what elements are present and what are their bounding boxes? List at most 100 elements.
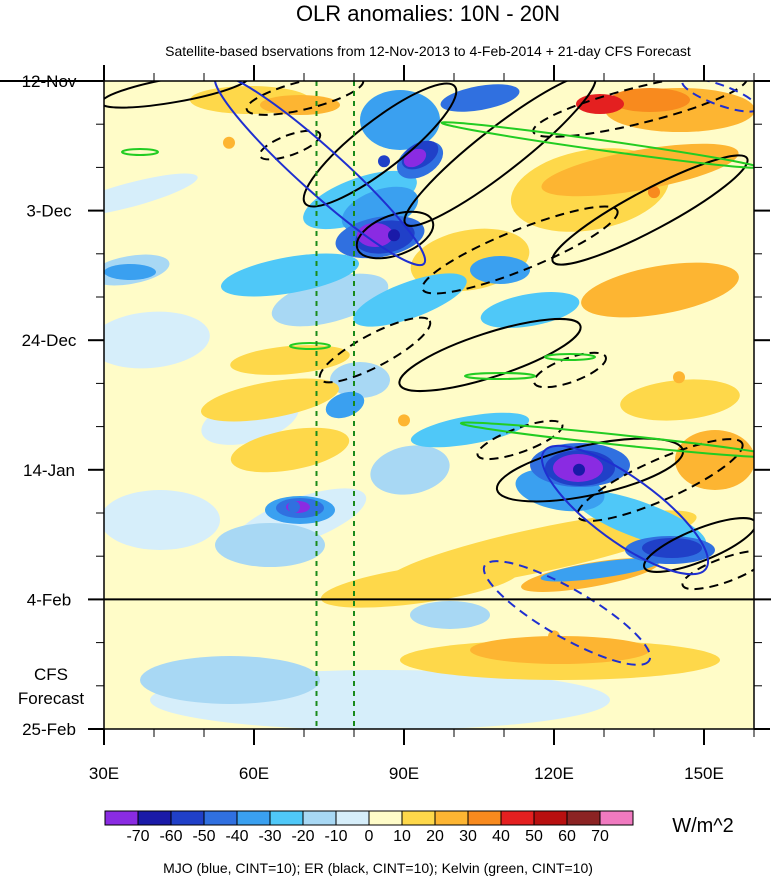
colorbar-label: 70 [591,828,609,845]
colorbar-label: 20 [426,828,444,845]
colorbar-label: 10 [393,828,411,845]
anomaly-core [673,544,685,557]
x-tick-label: 120E [534,764,574,783]
footer-legend: MJO (blue, CINT=10); ER (black, CINT=10)… [163,860,593,876]
colorbar-swatch [170,810,205,826]
x-tick-label: 30E [89,764,119,783]
colorbar-swatch [335,810,370,826]
mjo-contour [540,444,710,576]
anomaly-patch [271,273,389,327]
er-contour [104,81,250,109]
anomaly-patch [403,148,427,168]
anomaly-patch [620,379,740,421]
colorbar-unit: W/m^2 [672,815,734,837]
anomaly-core [388,229,400,242]
er-neg-contour [421,205,619,295]
colorbar-label: -60 [159,828,182,845]
plot-frame [103,80,755,730]
anomaly-core [223,136,235,149]
y-tick-label: 24-Dec [22,331,77,350]
colorbar-swatch [368,810,403,826]
kelvin-contour [544,353,596,361]
reference-lines [315,81,355,729]
er-contour [355,210,435,260]
anomaly-core [648,186,660,199]
anomaly-patch [370,445,450,495]
kelvin-contours [121,121,754,459]
y-tick-label: 14-Jan [23,461,75,480]
colorbar-label: -20 [291,828,314,845]
anomaly-patch [642,538,702,558]
anomaly-patch [200,378,340,422]
anomaly-patch [104,264,156,280]
chart-subtitle: Satellite-based bservations from 12-Nov-… [165,43,691,59]
colorbar-swatch [467,810,502,826]
anomaly-patch [230,345,350,375]
kelvin-contour [289,342,331,350]
anomaly-core [588,99,600,112]
anomaly-patch [104,173,198,217]
colorbar-swatch [500,810,535,826]
er-neg-contour [245,81,365,116]
anomaly-patch [104,490,220,550]
kelvin-contour [121,148,159,156]
er-neg-contour [258,129,322,161]
anomaly-core [573,463,585,476]
anomaly-patch [540,558,660,582]
kelvin-contour [459,421,754,459]
mjo-contour [213,81,427,267]
anomaly-patch [470,636,650,664]
anomaly-patch [573,490,707,550]
er-neg-contour [681,549,754,591]
chart-title: OLR anomalies: 10N - 20N [296,1,560,26]
colorbar: -70 -60 -50 -40 -30 -20 -10 0 10 20 30 40 50 60 70 [104,810,634,845]
er-neg-contour [533,351,607,389]
colorbar-swatch [533,810,568,826]
anomaly-patch [410,412,530,448]
anomaly-core [398,414,410,427]
colorbar-label: 60 [558,828,576,845]
colorbar-label: -30 [258,828,281,845]
er-contour [398,317,582,393]
colorbar-label: 0 [365,828,374,845]
anomaly-patch [576,94,624,114]
anomaly-patch [230,427,350,473]
colorbar-swatch [236,810,271,826]
colorbar-swatch [566,810,601,826]
anomaly-patch [610,88,690,112]
mjo-contours [213,81,710,576]
er-neg-contour [576,438,744,522]
mjo-negative-contours [482,81,754,666]
anomaly-patch [440,84,520,112]
x-axis: 30E 60E 90E 120E 150E [89,65,755,783]
er-contour [551,154,749,266]
x-tick-label: 150E [684,764,724,783]
colorbar-label: -70 [126,828,149,845]
anomaly-core [673,371,685,384]
colorbar-swatch [401,810,436,826]
anomaly-patch [470,256,530,284]
y-tick-label: 25-Feb [22,720,76,739]
anomaly-patch [675,430,754,490]
colorbar-label: 40 [492,828,510,845]
anomaly-patch [541,143,739,197]
anomaly-patch [360,90,440,150]
mjo-neg-contour [482,560,652,666]
colorbar-label: 50 [525,828,543,845]
colorbar-label: -40 [225,828,248,845]
anomaly-patch [330,362,390,398]
wave-contours [104,81,754,666]
forecast-label-line1: CFS [34,665,68,684]
anomaly-patch [104,311,210,369]
forecast-label-line2: Forecast [18,689,84,708]
x-tick-label: 90E [389,764,419,783]
anomaly-patch [410,601,490,629]
colorbar-swatch [302,810,337,826]
colorbar-swatch [269,810,304,826]
y-tick-label: 3-Dec [26,202,72,221]
er-contour [302,82,458,208]
anomaly-patch [320,562,520,608]
anomaly-patch [581,262,739,318]
